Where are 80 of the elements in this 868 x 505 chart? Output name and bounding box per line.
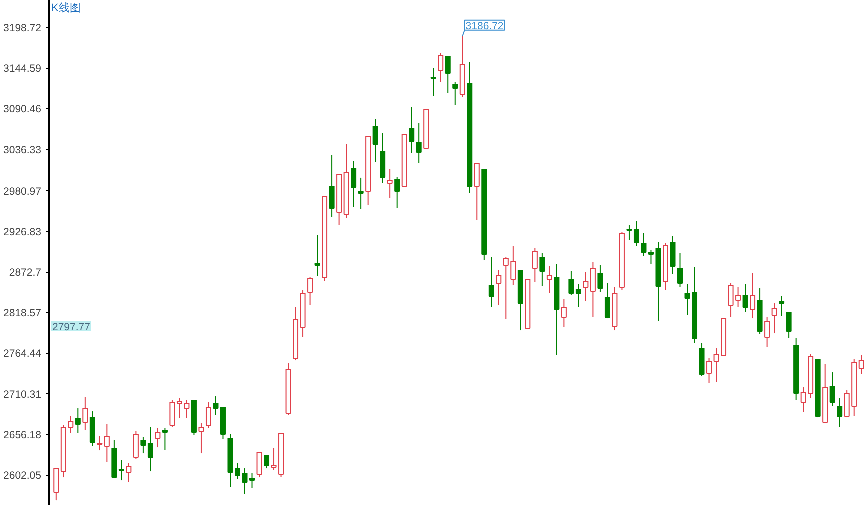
candlestick xyxy=(394,177,400,209)
y-tick-label: 3198.72 xyxy=(4,22,42,34)
candlestick xyxy=(198,423,204,454)
y-tick-label: 3036.33 xyxy=(4,144,42,156)
candlestick xyxy=(104,424,110,464)
candlestick xyxy=(235,463,240,480)
candlestick xyxy=(184,400,190,419)
candlestick xyxy=(779,296,785,317)
y-tick-label: 2710.31 xyxy=(4,388,42,401)
candlestick xyxy=(561,298,567,328)
candlestick xyxy=(678,252,683,288)
candlestick xyxy=(438,52,444,83)
candlestick xyxy=(97,436,103,452)
candlestick xyxy=(532,248,538,284)
candlestick xyxy=(488,256,494,308)
candlestick xyxy=(176,398,182,419)
candlestick xyxy=(206,402,212,429)
candlestick xyxy=(626,225,632,242)
y-tick-label: 3090.46 xyxy=(4,104,42,116)
candlestick xyxy=(634,220,640,248)
candlestick xyxy=(590,262,596,318)
candlestick xyxy=(148,426,154,472)
y-tick-label: 2818.57 xyxy=(4,308,42,320)
y-tick-label: 2926.83 xyxy=(4,226,42,238)
candlestick xyxy=(409,106,415,154)
candlestick xyxy=(474,162,480,221)
candlestick xyxy=(604,282,610,320)
candlestick xyxy=(75,408,81,434)
candlestick xyxy=(416,123,422,164)
candlestick xyxy=(126,463,132,483)
candlestick xyxy=(256,452,262,478)
candlestick xyxy=(170,400,176,428)
candlestick xyxy=(54,468,60,502)
candlestick xyxy=(213,396,219,416)
candlestick xyxy=(155,428,161,448)
candlestick xyxy=(329,154,335,218)
candlestick xyxy=(540,252,546,287)
candlestick xyxy=(308,276,314,306)
candlestick xyxy=(598,264,604,293)
candlestick xyxy=(133,430,139,460)
candlestick xyxy=(496,270,502,306)
candlestick xyxy=(764,316,770,348)
candlestick xyxy=(706,358,712,384)
candlestick xyxy=(430,68,436,98)
y-tick-label: 2980.97 xyxy=(4,186,42,198)
candlestick xyxy=(576,284,582,308)
candlestick xyxy=(452,82,458,106)
y-tick-label: 2764.44 xyxy=(4,348,42,360)
candlestick xyxy=(82,396,88,431)
candlestick xyxy=(750,273,756,320)
candlestick xyxy=(358,177,364,210)
candlestick xyxy=(250,472,256,489)
candlestick xyxy=(742,284,748,314)
candlestick xyxy=(568,270,574,296)
candlestick xyxy=(858,354,864,375)
candlestick xyxy=(118,460,124,482)
chart-title: K线图 xyxy=(52,2,81,14)
candlestick xyxy=(372,118,378,164)
annotation: 3186.72 xyxy=(466,20,504,32)
y-tick-label: 2602.05 xyxy=(4,470,42,482)
y-tick-label: 3144.59 xyxy=(4,63,42,76)
candlestick xyxy=(314,234,320,278)
candlestick xyxy=(264,454,270,470)
candlestick xyxy=(351,160,357,208)
candlestick xyxy=(772,303,778,334)
candlestick xyxy=(162,428,168,452)
y-tick-label: 2656.18 xyxy=(4,429,42,442)
candlestick xyxy=(837,398,843,428)
candlestick xyxy=(786,312,792,339)
candlestick xyxy=(68,416,74,434)
candlestick xyxy=(546,266,552,294)
annotation: 2797.77 xyxy=(52,322,91,334)
candlestick xyxy=(387,168,393,200)
candlestick xyxy=(242,468,248,495)
candlestick xyxy=(140,436,146,454)
candlestick xyxy=(830,372,836,407)
candlestick xyxy=(445,56,451,94)
y-tick-label: 2872.7 xyxy=(9,267,42,280)
candlestick xyxy=(583,272,589,302)
candlestick xyxy=(641,232,647,257)
